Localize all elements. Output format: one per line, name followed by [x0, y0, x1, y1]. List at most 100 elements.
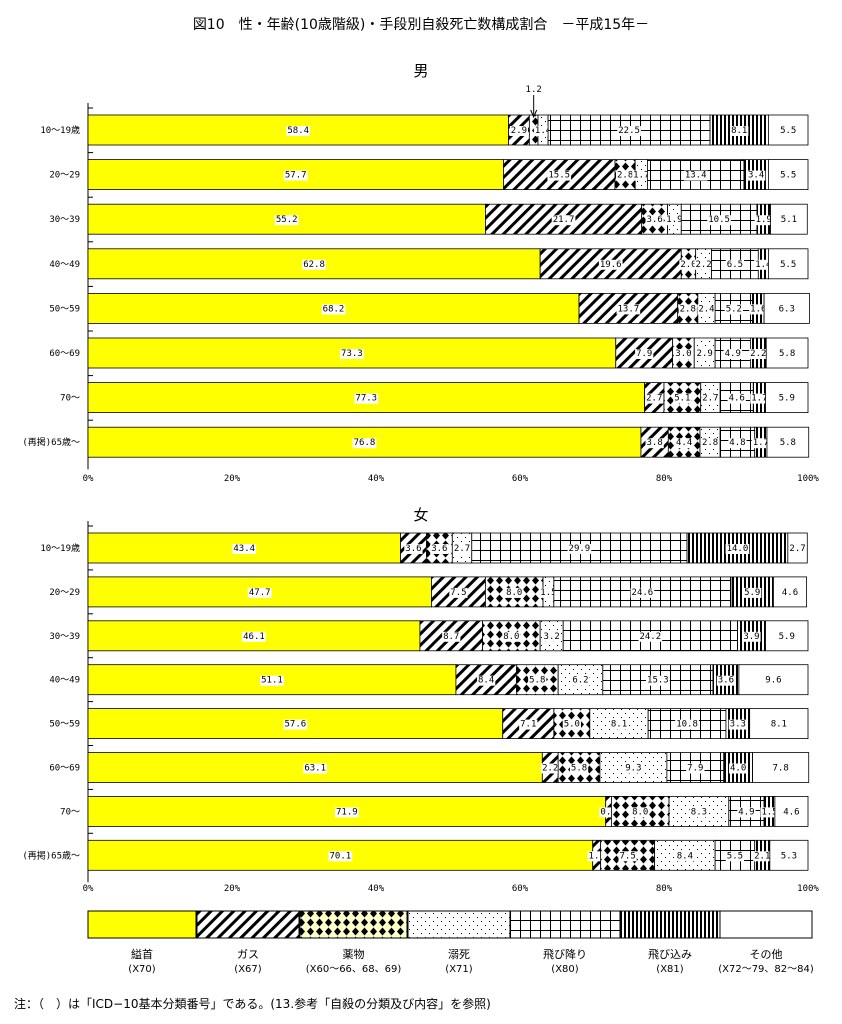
- data-label: 5.5: [727, 851, 743, 861]
- category-label: 30～39: [49, 632, 80, 642]
- data-label: 8.1: [771, 720, 787, 730]
- data-label: 5.9: [779, 632, 795, 642]
- data-label: 1.7: [753, 438, 769, 448]
- data-label: 7.5: [620, 851, 636, 861]
- data-label: 2.9: [697, 349, 713, 359]
- bar-segment: [768, 114, 809, 146]
- data-label: 1.4: [535, 126, 551, 136]
- data-label: 5.3: [781, 851, 797, 861]
- data-label: 7.9: [687, 764, 703, 774]
- x-tick-label: 80%: [656, 474, 673, 484]
- category-label: 70～: [60, 394, 80, 404]
- arrow-head-icon: [530, 109, 538, 119]
- legend-label: その他: [750, 948, 783, 961]
- data-label: 6.5: [727, 260, 743, 270]
- category-label: 50～59: [49, 720, 80, 730]
- bar-segment: [773, 576, 807, 608]
- bar-segment: [723, 752, 753, 783]
- legend-code: (X80): [551, 964, 578, 975]
- data-label: 70.1: [330, 851, 352, 861]
- x-tick-label: 60%: [512, 884, 529, 894]
- data-label: 46.1: [243, 632, 265, 642]
- data-label: 2.7: [702, 394, 718, 404]
- data-label: 1.1: [589, 851, 605, 861]
- data-label: 5.9: [744, 588, 760, 598]
- data-label: 2.8: [702, 438, 718, 448]
- data-label: 14.0: [727, 544, 749, 554]
- data-label: 3.6: [718, 676, 734, 686]
- category-label: 10～19歳: [40, 542, 80, 554]
- legend-swatch: [407, 910, 511, 939]
- data-label: 1.7: [751, 394, 767, 404]
- bar-segment: [485, 203, 643, 235]
- data-label: 1.9: [756, 215, 772, 225]
- bar-segment: [749, 708, 809, 739]
- category-label: (再掲)65歳～: [22, 436, 80, 448]
- data-label: 24.6: [632, 588, 654, 598]
- data-label: 29.9: [569, 544, 591, 554]
- data-label: 4.8: [729, 438, 745, 448]
- data-label: 8.4: [677, 851, 693, 861]
- category-label: 60～69: [49, 349, 80, 359]
- bar-segment: [763, 292, 810, 324]
- data-label: 8.7: [443, 632, 459, 642]
- data-label: 8.4: [478, 676, 494, 686]
- x-tick-label: 100%: [797, 884, 819, 894]
- data-label: 5.9: [779, 394, 795, 404]
- bar-segment: [765, 337, 809, 369]
- data-label: 24.2: [639, 632, 661, 642]
- data-label: 5.1: [781, 215, 797, 225]
- category-label: 50～59: [49, 304, 80, 314]
- data-label: 3.0: [675, 349, 691, 359]
- data-label: 2.7: [789, 544, 805, 554]
- data-label: 5.8: [529, 676, 545, 686]
- legend-swatch: [719, 910, 813, 939]
- chart-title: 男: [413, 62, 428, 80]
- data-label: 8.0: [506, 588, 522, 598]
- data-label: 7.8: [773, 764, 789, 774]
- x-tick-label: 60%: [512, 474, 529, 484]
- data-label: 5.8: [780, 438, 796, 448]
- category-label: (再掲)65歳～: [22, 849, 80, 861]
- data-label: 58.4: [287, 126, 309, 136]
- chart-title: 女: [413, 506, 428, 524]
- data-label: 10.5: [708, 215, 730, 225]
- legend-label: 飛び込み: [648, 948, 692, 961]
- data-label: 1.7: [633, 171, 649, 181]
- data-label: 2.1: [754, 851, 770, 861]
- data-label: 71.9: [336, 807, 358, 817]
- legend-label: ガス: [237, 948, 259, 961]
- bar-segment: [87, 620, 421, 652]
- data-label: 4.4: [676, 438, 692, 448]
- category-label: 40～49: [49, 676, 80, 686]
- footnote: 注：（ ）は「ICD−10基本分類番号」である。(13.参考「自殺の分類及び内容…: [14, 996, 491, 1011]
- data-label: 55.2: [276, 215, 298, 225]
- data-label: 15.5: [548, 171, 570, 181]
- data-label: 13.4: [685, 171, 707, 181]
- data-label: 7.9: [636, 349, 652, 359]
- data-label: 1.5: [761, 807, 777, 817]
- data-label: 8.0: [503, 632, 519, 642]
- bar-segment: [770, 203, 808, 235]
- data-label: 7.5: [450, 588, 466, 598]
- data-label: 5.5: [780, 260, 796, 270]
- legend-swatch: [87, 910, 197, 939]
- data-label: 5.1: [674, 394, 690, 404]
- x-tick-label: 20%: [224, 474, 241, 484]
- legend-swatch: [619, 910, 721, 939]
- data-label: 0.8: [600, 807, 616, 817]
- female-chart: 女 10～19歳 43.4 3.6 3.6 2.7 29.9 14.0 2.7 20～29 47.7…: [22, 506, 819, 894]
- category-label: 60～69: [49, 764, 80, 774]
- data-label: 5.5: [780, 126, 796, 136]
- data-label: 5.5: [780, 171, 796, 181]
- data-label: 6.2: [572, 676, 588, 686]
- data-label: 51.1: [261, 676, 283, 686]
- data-label: 2.7: [454, 544, 470, 554]
- data-label: 43.4: [233, 544, 255, 554]
- category-label: 20～29: [49, 588, 80, 598]
- data-label: 73.3: [341, 349, 363, 359]
- legend-code: (X72～79、82～84): [718, 964, 814, 975]
- data-label: 2.8: [617, 171, 633, 181]
- data-label: 8.0: [632, 807, 648, 817]
- data-label: 2.2: [695, 260, 711, 270]
